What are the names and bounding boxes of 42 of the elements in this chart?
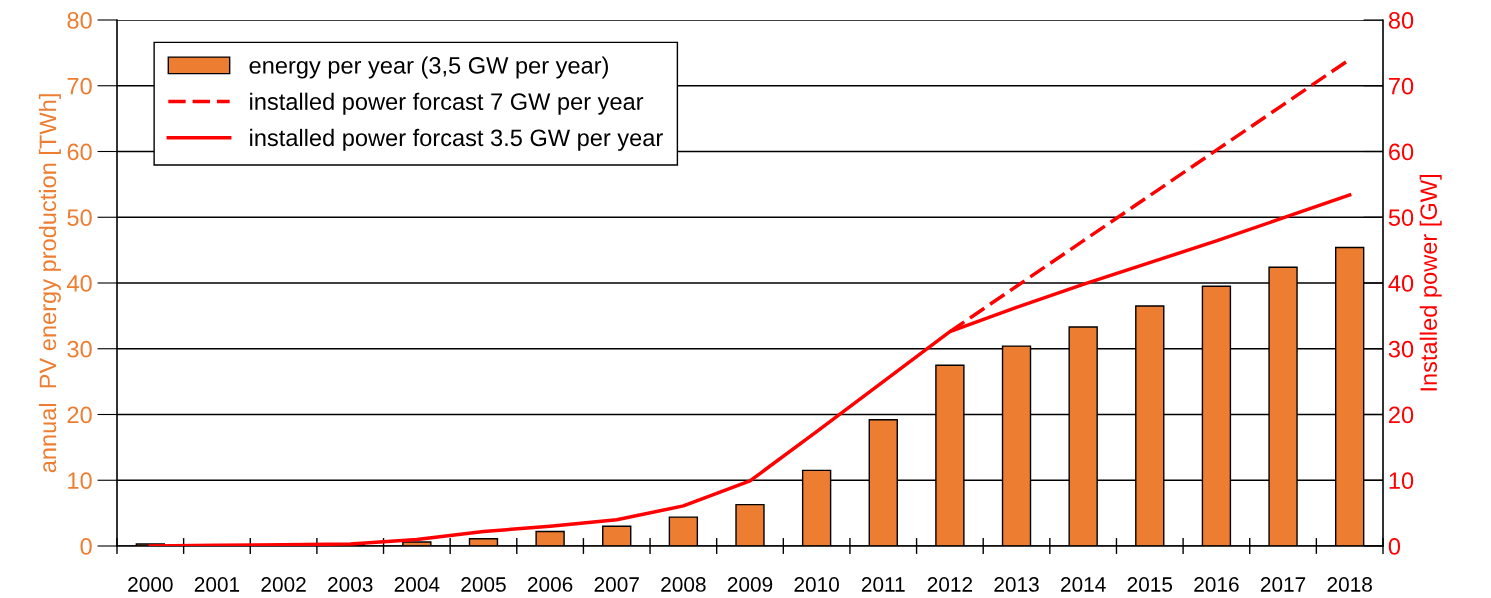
x-tick-label: 2015 [1127,577,1173,592]
x-tick-label: 2004 [394,577,440,592]
x-tick-label: 2009 [727,577,773,592]
x-tick-label: 2000 [128,577,173,592]
y2-tick-label: 70 [1389,77,1414,95]
x-tick-label: 2011 [861,577,905,592]
y2-tick-label: 20 [1389,406,1414,424]
y-tick-label: 80 [67,12,92,29]
y2-tick-label: 30 [1388,340,1414,358]
x-tick-label: 2013 [994,577,1039,592]
y-axis-title: annual PV energy production [TWh] [38,94,61,473]
y2-axis-title: Installed power [GW] [1419,175,1442,391]
y2-tick-label: 50 [1388,209,1414,227]
y2-tick-label: 10 [1389,472,1414,490]
y-tick-label: 30 [67,340,92,358]
x-tick-label: 2002 [261,577,306,592]
x-tick-label: 2006 [527,577,573,592]
x-tick-label: 2001 [194,577,240,592]
x-tick-label: 2016 [1194,577,1239,592]
x-tick-label: 2007 [594,577,639,592]
y-tick-label: 70 [67,77,92,95]
x-tick-label: 2012 [927,577,973,592]
x-tick-label: 2003 [328,577,373,592]
y-tick-label: 10 [68,472,92,490]
x-tick-label: 2008 [661,577,706,592]
legend-label: energy per year (3,5 GW per year) [249,56,608,79]
y2-tick-label: 0 [1388,538,1401,555]
x-tick-label: 2010 [794,577,839,592]
x-tick-label: 2018 [1327,577,1372,592]
y2-tick-label: 60 [1389,143,1414,161]
x-tick-label: 2005 [461,577,506,592]
legend-label: installed power forcast 7 GW per year [250,92,644,115]
y2-tick-label: 40 [1388,275,1414,292]
x-tick-label: 2014 [1061,577,1106,592]
y2-tick-label: 80 [1388,12,1414,29]
y-tick-label: 0 [80,538,92,555]
y-tick-label: 60 [67,143,92,161]
y-tick-label: 40 [66,275,92,292]
y-tick-label: 20 [67,406,92,424]
x-tick-label: 2017 [1260,577,1306,592]
y-tick-label: 50 [67,209,92,227]
legend-label: installed power forcast 3.5 GW per year [250,128,663,151]
